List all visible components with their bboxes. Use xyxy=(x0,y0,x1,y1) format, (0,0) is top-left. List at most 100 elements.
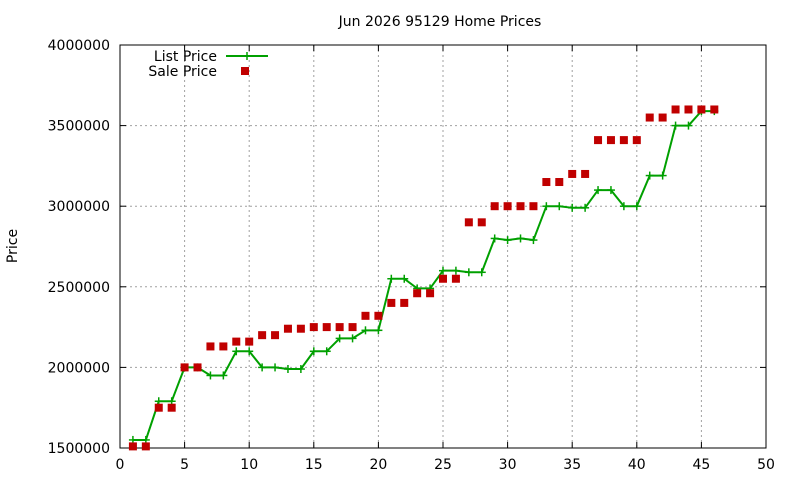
sale-price-point xyxy=(167,403,176,412)
list-price-point xyxy=(658,171,667,180)
list-price-point xyxy=(645,171,654,180)
sale-price-point xyxy=(426,289,435,298)
x-tick-label: 40 xyxy=(628,457,646,473)
series-list-price xyxy=(128,107,719,444)
sale-price-point xyxy=(154,403,163,412)
sale-price-point xyxy=(206,342,215,351)
list-price-point xyxy=(245,347,254,356)
sale-price-point xyxy=(542,178,551,187)
sale-price-point xyxy=(271,331,280,340)
x-tick-label: 45 xyxy=(692,457,710,473)
x-tick-label: 0 xyxy=(116,457,125,473)
x-tick-label: 50 xyxy=(757,457,775,473)
x-tick-label: 35 xyxy=(563,457,581,473)
list-price-point xyxy=(477,268,486,277)
y-tick-label: 3000000 xyxy=(48,199,110,215)
list-price-point xyxy=(348,334,357,343)
sale-price-point xyxy=(477,218,486,227)
sale-price-point xyxy=(710,105,719,114)
sale-price-point xyxy=(245,337,254,346)
sale-price-point xyxy=(516,202,525,211)
list-price-point xyxy=(632,202,641,211)
list-price-point xyxy=(206,371,215,380)
series xyxy=(128,105,719,451)
list-price-point xyxy=(542,202,551,211)
list-price-point xyxy=(296,365,305,374)
legend-label-list-price: List Price xyxy=(154,49,217,65)
legend-square-sale-price xyxy=(241,67,249,75)
x-tick-label: 10 xyxy=(240,457,258,473)
list-price-point xyxy=(451,266,460,275)
sale-price-point xyxy=(568,169,577,178)
list-price-point xyxy=(361,326,370,335)
list-price-point xyxy=(271,363,280,372)
sale-price-point xyxy=(619,136,628,145)
sale-price-point xyxy=(219,342,228,351)
sale-price-point xyxy=(283,324,292,333)
sale-price-point xyxy=(684,105,693,114)
legend-mark-list-price xyxy=(226,52,268,60)
y-axis-label: Price xyxy=(5,229,21,263)
series-sale-price xyxy=(128,105,719,451)
x-tick-label: 15 xyxy=(305,457,323,473)
x-tick-label: 20 xyxy=(369,457,387,473)
list-price-point xyxy=(283,365,292,374)
x-tick-label: 5 xyxy=(180,457,189,473)
y-tick-label: 3500000 xyxy=(48,119,110,135)
list-price-point xyxy=(387,274,396,283)
x-tick-label: 25 xyxy=(434,457,452,473)
list-price-point xyxy=(555,202,564,211)
list-price-point xyxy=(335,334,344,343)
sale-price-point xyxy=(141,442,150,451)
sale-price-point xyxy=(413,289,422,298)
list-price-point xyxy=(219,371,228,380)
sale-price-point xyxy=(400,298,409,307)
sale-price-point xyxy=(322,323,331,332)
list-price-point xyxy=(464,268,473,277)
list-price-point xyxy=(568,203,577,212)
sale-price-point xyxy=(490,202,499,211)
sale-price-point xyxy=(464,218,473,227)
sale-price-point xyxy=(309,323,318,332)
sale-price-point xyxy=(258,331,267,340)
sale-price-point xyxy=(606,136,615,145)
sale-price-point xyxy=(128,442,137,451)
sale-price-point xyxy=(180,363,189,372)
sale-price-point xyxy=(232,337,241,346)
x-tick-label: 30 xyxy=(499,457,517,473)
list-price-point xyxy=(516,234,525,243)
sale-price-point xyxy=(671,105,680,114)
list-price-point xyxy=(322,347,331,356)
sale-price-point xyxy=(335,323,344,332)
grid xyxy=(120,45,766,448)
sale-price-point xyxy=(645,113,654,122)
sale-price-point xyxy=(503,202,512,211)
y-tick-label: 1500000 xyxy=(48,441,110,457)
list-price-point xyxy=(594,186,603,195)
sale-price-point xyxy=(387,298,396,307)
list-price-point xyxy=(400,274,409,283)
sale-price-point xyxy=(581,169,590,178)
list-price-point xyxy=(503,236,512,245)
list-price-point xyxy=(529,236,538,245)
legend-mark-sale-price xyxy=(241,67,249,75)
axis-ticks xyxy=(119,44,767,449)
list-price-point xyxy=(581,203,590,212)
sale-price-point xyxy=(594,136,603,145)
sale-price-point xyxy=(348,323,357,332)
list-price-point xyxy=(684,121,693,130)
x-tick-labels: 0 5 10 15 20 25 30 35 40 45 50 xyxy=(116,457,775,473)
y-tick-labels: 1500000 2000000 2500000 3000000 3500000 40000… xyxy=(48,38,110,457)
list-price-line xyxy=(132,110,715,441)
list-price-point xyxy=(606,186,615,195)
legend-plus-list-price xyxy=(243,52,251,60)
sale-price-point xyxy=(439,274,447,283)
chart-title: Jun 2026 95129 Home Prices xyxy=(338,14,542,30)
list-price-point xyxy=(619,202,628,211)
sale-price-point xyxy=(361,311,370,320)
sale-price-point xyxy=(529,202,538,211)
legend: List Price Sale Price xyxy=(148,49,268,80)
list-price-point xyxy=(232,347,241,356)
y-tick-label: 2000000 xyxy=(48,360,110,376)
list-price-point xyxy=(374,326,383,335)
